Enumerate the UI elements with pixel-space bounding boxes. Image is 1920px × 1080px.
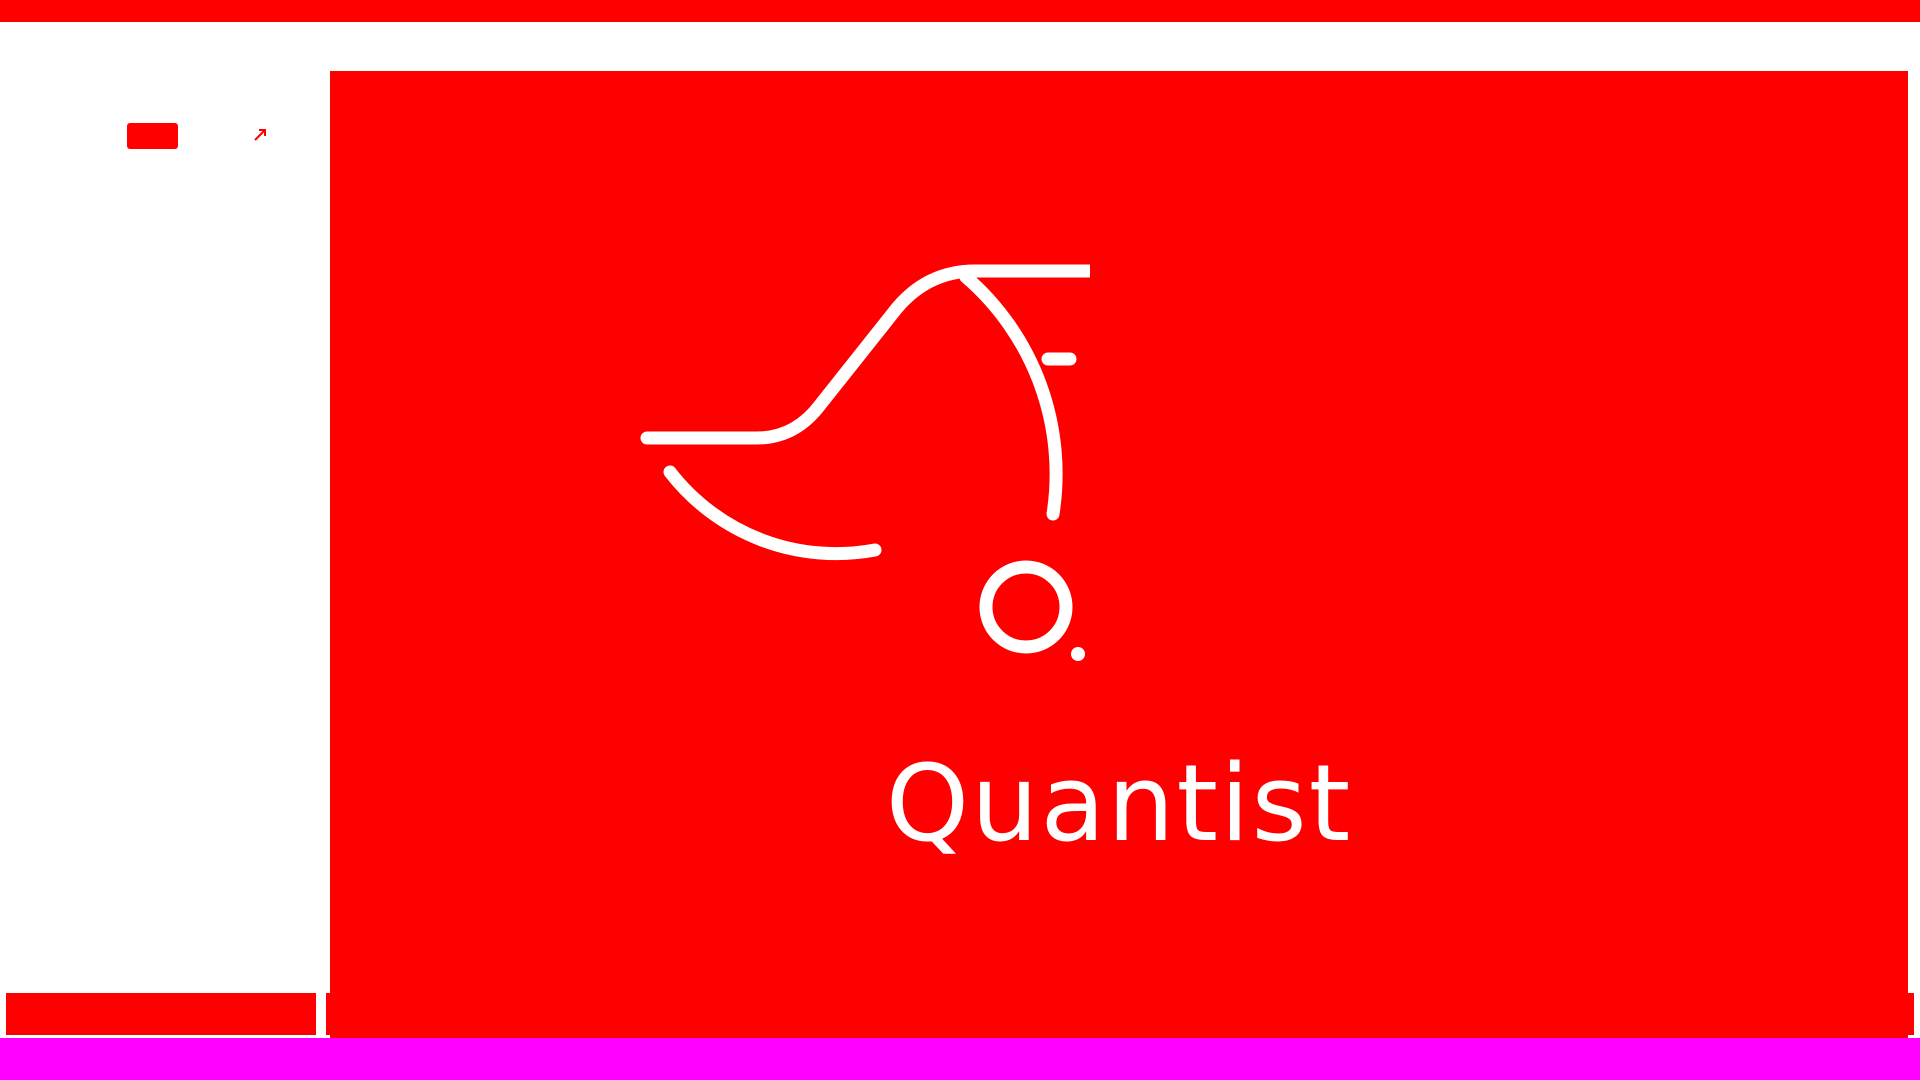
sidebar	[0, 22, 330, 992]
panel-divider	[316, 993, 326, 1035]
bottom-strip	[6, 993, 1914, 1035]
top-bar	[0, 0, 1920, 22]
app-name: Quantist	[885, 742, 1353, 865]
splash-panel	[330, 71, 1908, 1038]
quantist-logo-shapes	[640, 264, 1090, 661]
status-bar	[0, 1038, 1920, 1080]
resize-icon[interactable]	[253, 127, 267, 141]
sidebar-primary-button[interactable]	[127, 123, 178, 149]
